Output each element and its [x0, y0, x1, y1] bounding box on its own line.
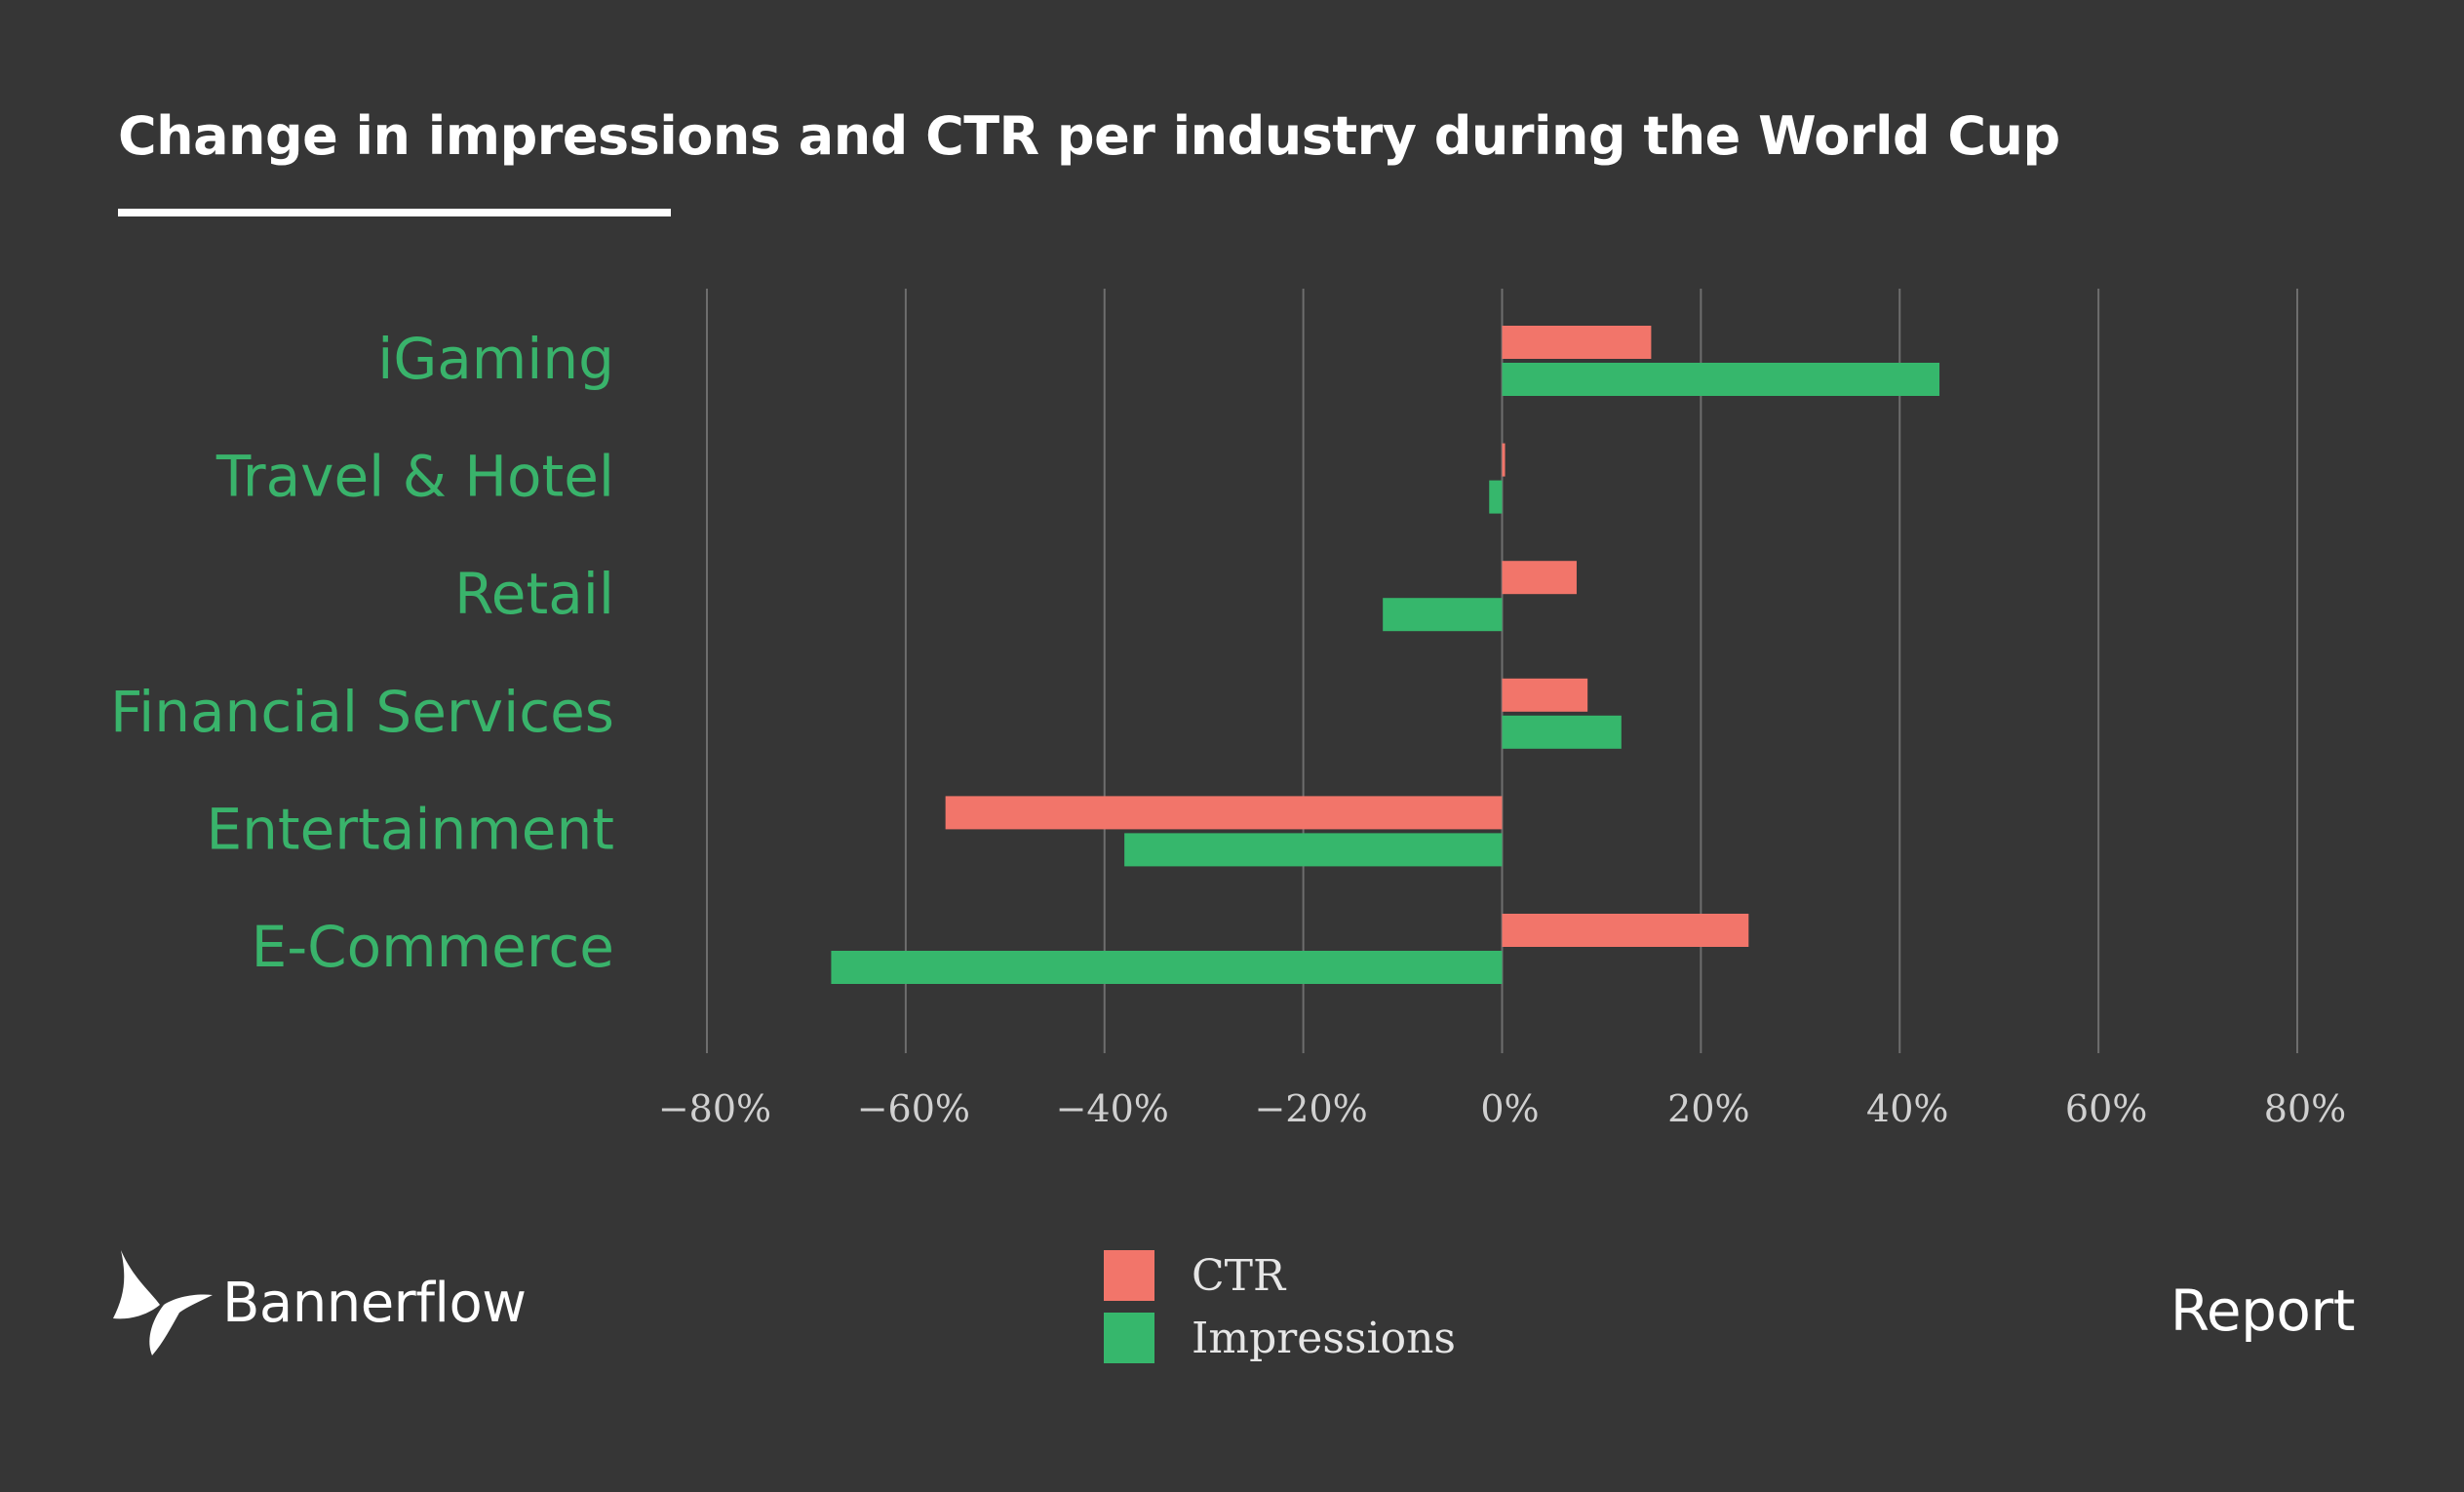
category-label: iGaming — [377, 326, 614, 392]
bar-ctr — [1502, 326, 1652, 359]
legend: CTR Impressions — [1104, 1244, 1456, 1369]
x-tick-labels: −80% −60% −40% −20% 0% 20% 40% 60% 80% — [658, 1087, 2346, 1130]
bar-ctr — [1502, 443, 1506, 477]
x-tick-label: 60% — [2065, 1087, 2147, 1130]
bars — [831, 326, 1940, 984]
bar-ctr — [1502, 914, 1749, 947]
bar-impressions — [831, 951, 1503, 984]
x-tick-label: −60% — [857, 1087, 970, 1130]
title-underline — [118, 209, 671, 216]
butterfly-icon — [113, 1250, 213, 1355]
bar-impressions — [1489, 480, 1503, 514]
category-label: E-Commerce — [252, 914, 614, 980]
legend-label-impressions: Impressions — [1192, 1313, 1456, 1363]
legend-swatch-ctr — [1104, 1250, 1154, 1301]
legend-swatch-impressions — [1104, 1313, 1154, 1363]
bar-impressions — [1502, 363, 1940, 396]
report-label: Report — [2170, 1277, 2356, 1344]
bar-ctr — [945, 796, 1503, 830]
bar-impressions — [1124, 833, 1503, 867]
brand-name: Bannerflow — [222, 1271, 527, 1335]
bar-ctr — [1502, 561, 1577, 595]
brand: Bannerflow — [111, 1248, 527, 1357]
x-tick-label: −80% — [658, 1087, 771, 1130]
legend-item-impressions: Impressions — [1104, 1307, 1456, 1369]
legend-item-ctr: CTR — [1104, 1244, 1456, 1307]
category-label: Entertainment — [206, 796, 614, 862]
x-tick-label: 20% — [1667, 1087, 1749, 1130]
category-label: Travel & Hotel — [215, 444, 614, 510]
chart-title: Change in impressions and CTR per indust… — [118, 105, 2060, 167]
x-tick-label: −20% — [1254, 1087, 1367, 1130]
x-tick-label: 80% — [2264, 1087, 2346, 1130]
bar-chart: iGaming Travel & Hotel Retail Financial Ser… — [110, 289, 2346, 1130]
category-label: Retail — [454, 561, 614, 627]
grid-lines — [706, 289, 2298, 1053]
x-tick-label: 40% — [1866, 1087, 1948, 1130]
category-label: Financial Services — [110, 679, 614, 745]
bar-impressions — [1383, 598, 1503, 632]
legend-label-ctr: CTR — [1192, 1250, 1286, 1301]
x-tick-label: −40% — [1056, 1087, 1169, 1130]
bar-ctr — [1502, 678, 1588, 712]
bar-impressions — [1502, 715, 1622, 749]
category-labels: iGaming Travel & Hotel Retail Financial Ser… — [110, 326, 614, 980]
x-tick-label: 0% — [1480, 1087, 1539, 1130]
